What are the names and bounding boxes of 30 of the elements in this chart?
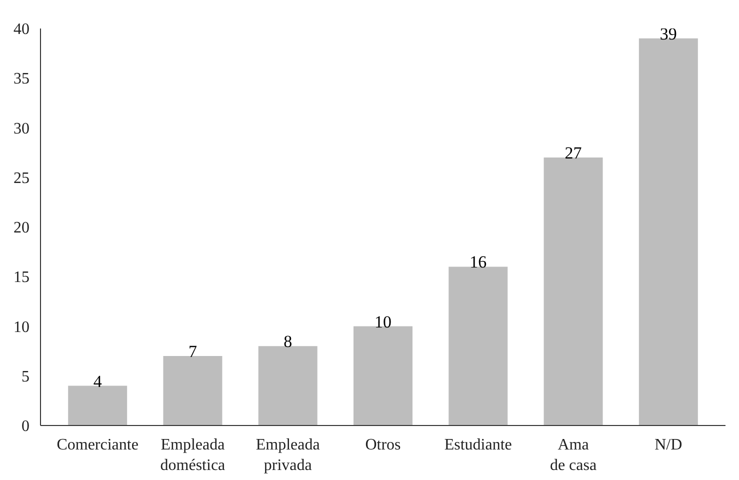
x-tick-label: Empleada privada — [256, 436, 320, 474]
bar — [544, 158, 603, 426]
y-tick-label: 15 — [14, 269, 30, 286]
data-label: 16 — [470, 252, 487, 272]
y-tick-label: 10 — [14, 318, 30, 336]
bar — [638, 38, 698, 426]
x-tick-label: Otros — [365, 436, 401, 454]
x-tick-label: Ama de casa — [550, 436, 597, 474]
data-label: 8 — [284, 332, 292, 352]
x-tick-label: Estudiante — [444, 436, 512, 454]
bar — [163, 356, 222, 426]
y-tick-label: 35 — [14, 70, 30, 88]
bar — [258, 346, 318, 426]
data-label: 27 — [564, 144, 582, 163]
bar — [68, 386, 128, 426]
data-label: 7 — [188, 342, 198, 362]
y-tick-label: 40 — [14, 21, 30, 38]
data-label: 4 — [93, 372, 102, 391]
y-tick-label: 5 — [22, 368, 30, 386]
y-tick-label: 25 — [14, 170, 30, 187]
y-tick-label: 30 — [14, 120, 30, 138]
y-tick-label: 20 — [14, 220, 30, 236]
y-tick-label: 0 — [22, 418, 30, 435]
x-tick-label: N/D — [654, 436, 682, 454]
bar — [354, 326, 412, 426]
data-label: 10 — [374, 312, 392, 332]
x-tick-label: Empleada doméstica — [160, 436, 226, 474]
data-label: 39 — [660, 24, 677, 44]
bar — [448, 266, 508, 426]
x-tick-label: Comerciante — [56, 436, 138, 454]
